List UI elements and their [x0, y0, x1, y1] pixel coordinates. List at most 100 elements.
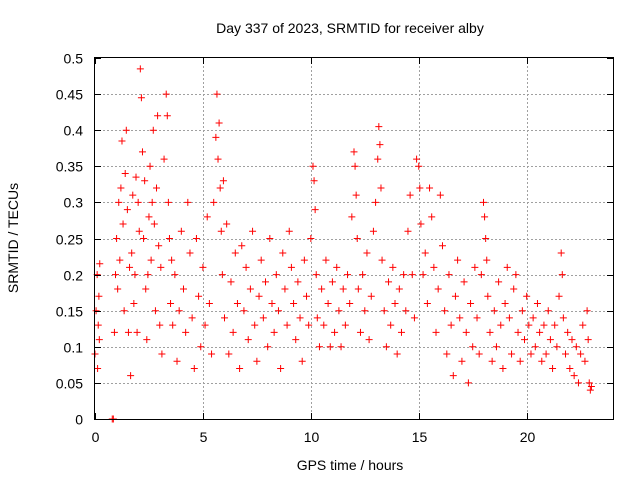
- data-point: [212, 133, 220, 141]
- data-point: [249, 227, 257, 235]
- data-point: [495, 278, 503, 286]
- data-point: [96, 260, 104, 268]
- y-tick-label: 0.35: [56, 159, 83, 175]
- data-point: [451, 292, 459, 300]
- data-point: [566, 364, 574, 372]
- data-point: [219, 177, 227, 185]
- data-point: [129, 191, 137, 199]
- data-point: [497, 321, 505, 329]
- data-point: [144, 271, 152, 279]
- data-point: [426, 184, 434, 192]
- data-point: [416, 184, 424, 192]
- data-point: [374, 155, 382, 163]
- data-point: [231, 249, 239, 257]
- data-point: [255, 292, 263, 300]
- data-point: [397, 328, 405, 336]
- grid-lines: [95, 58, 613, 419]
- data-point: [147, 256, 155, 264]
- data-point: [287, 263, 295, 271]
- data-point: [121, 170, 129, 178]
- data-point: [458, 357, 466, 365]
- y-tick-label: 0.5: [64, 51, 84, 67]
- data-point: [490, 307, 498, 315]
- data-point: [233, 299, 241, 307]
- x-tick-label: 0: [92, 429, 100, 445]
- data-point: [558, 271, 566, 279]
- y-tick-label: 0.45: [56, 87, 83, 103]
- data-point: [462, 328, 470, 336]
- data-point: [197, 343, 205, 351]
- data-point: [488, 357, 496, 365]
- x-tick-label: 15: [412, 429, 428, 445]
- data-point: [116, 256, 124, 264]
- data-point: [562, 350, 570, 358]
- data-point: [475, 350, 483, 358]
- data-point: [264, 343, 272, 351]
- data-point: [328, 278, 336, 286]
- data-point: [279, 249, 287, 257]
- data-point: [131, 271, 139, 279]
- data-point: [272, 271, 280, 279]
- data-point: [92, 307, 100, 315]
- y-tick-label: 0.3: [64, 195, 84, 211]
- data-point: [218, 271, 226, 279]
- data-point: [223, 220, 231, 228]
- data-point: [551, 321, 559, 329]
- data-point: [213, 90, 221, 98]
- data-point: [113, 235, 121, 242]
- data-point: [536, 328, 544, 336]
- data-point: [285, 227, 293, 235]
- data-point: [356, 328, 364, 336]
- data-point: [505, 314, 513, 322]
- data-point: [165, 235, 173, 242]
- y-tick-label: 0.25: [56, 232, 83, 248]
- data-point: [315, 343, 323, 351]
- data-point: [156, 321, 164, 329]
- data-point: [499, 364, 507, 372]
- data-point: [195, 292, 203, 300]
- y-tick-labels: 0 0.05 0.1 0.15 0.2 0.25 0.3 0.35 0.4 0.45 0.5: [56, 51, 83, 428]
- data-point: [518, 307, 526, 315]
- data-points: [91, 65, 595, 423]
- data-point: [391, 299, 399, 307]
- data-point: [253, 357, 261, 365]
- data-point: [514, 328, 522, 336]
- data-point: [281, 285, 289, 293]
- data-point: [266, 235, 274, 242]
- x-axis-title: GPS time / hours: [297, 457, 404, 473]
- data-point: [312, 271, 320, 279]
- data-point: [134, 198, 142, 206]
- data-point: [199, 263, 207, 271]
- data-point: [445, 271, 453, 279]
- data-point: [523, 292, 531, 300]
- data-point: [115, 198, 123, 206]
- data-point: [579, 321, 587, 329]
- data-point: [259, 314, 267, 322]
- data-point: [335, 307, 343, 315]
- data-point: [179, 285, 187, 293]
- data-point: [365, 336, 373, 344]
- data-point: [380, 307, 388, 315]
- data-point: [572, 343, 580, 351]
- data-point: [421, 249, 429, 257]
- data-point: [546, 336, 554, 344]
- y-tick-label: 0.05: [56, 376, 83, 392]
- data-point: [555, 292, 563, 300]
- data-point: [311, 206, 319, 214]
- data-point: [471, 263, 479, 271]
- data-point: [584, 336, 592, 344]
- data-point: [201, 321, 209, 329]
- data-point: [95, 336, 103, 344]
- data-point: [531, 343, 539, 351]
- data-point: [482, 235, 490, 242]
- data-point: [525, 321, 533, 329]
- data-point: [227, 278, 235, 286]
- data-point: [423, 299, 431, 307]
- data-point: [378, 256, 386, 264]
- data-point: [192, 235, 200, 242]
- data-point: [367, 292, 375, 300]
- data-point: [127, 372, 135, 380]
- data-point: [501, 299, 509, 307]
- data-point: [375, 123, 383, 131]
- data-point: [188, 314, 196, 322]
